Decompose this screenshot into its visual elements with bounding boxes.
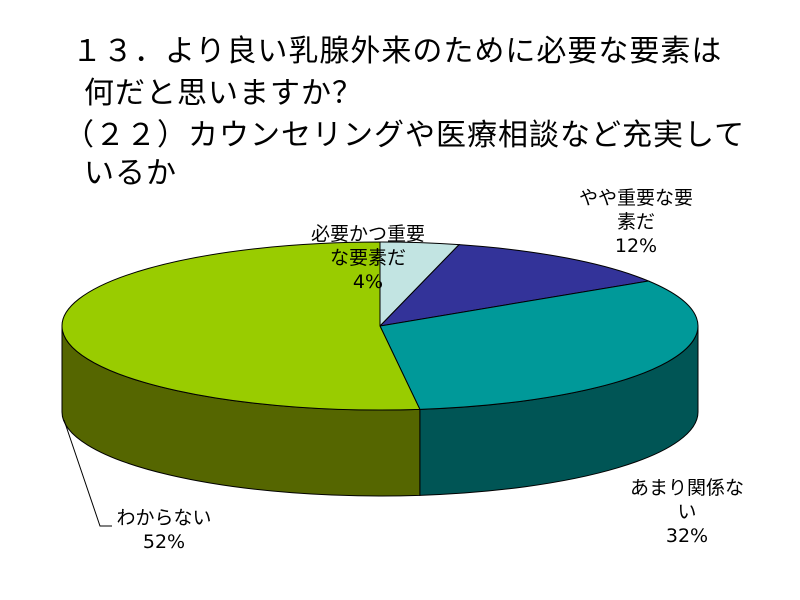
slice-label-line: な要素だ: [329, 247, 406, 269]
slice-percent: 12%: [614, 235, 658, 257]
slice-label-not-relevant: あまり関係な い 32%: [612, 476, 762, 548]
slice-percent: 32%: [665, 525, 709, 547]
chart-title-line-2: 何だと思いますか？: [84, 76, 363, 111]
slice-label-essential: 必要かつ重要 な要素だ 4%: [298, 222, 438, 294]
slice-label-line: あまり関係な: [629, 477, 744, 499]
slice-label-line: 必要かつ重要: [310, 223, 425, 245]
slice-label-line: わからない: [116, 507, 212, 529]
leader-line-dont-know: [63, 419, 112, 527]
slice-label-somewhat-important: やや重要な要 素だ 12%: [566, 186, 706, 258]
chart-subtitle-line-1: （２２）カウンセリングや医療相談など充実して: [64, 118, 746, 153]
slice-label-line: 素だ: [616, 211, 655, 233]
pie-top-faces: [61, 241, 699, 411]
slice-label-line: い: [677, 501, 697, 523]
slice-label-dont-know: わからない 52%: [104, 506, 224, 554]
slice-percent: 4%: [352, 271, 384, 293]
slice-percent: 52%: [142, 531, 186, 553]
pie-slice-1: [378, 244, 651, 327]
chart-title-line-1: １３．より良い乳腺外来のために必要な要素は: [72, 34, 723, 69]
slice-label-line: やや重要な要: [578, 187, 693, 209]
chart-subtitle-line-2: いるか: [84, 156, 177, 191]
pie-slice-3: [61, 241, 421, 411]
pie-slice-2: [379, 280, 699, 410]
